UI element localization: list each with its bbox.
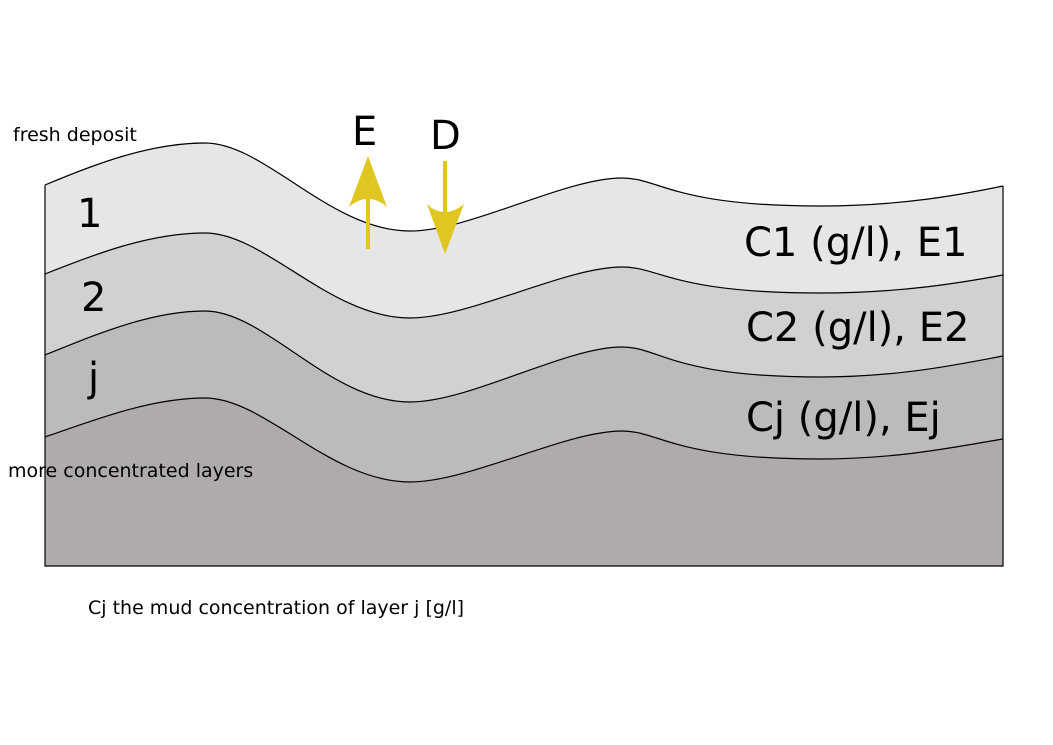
layer-2: [45, 233, 1003, 402]
layer-j: [45, 311, 1003, 482]
more-concentrated-label: more concentrated layers: [8, 460, 254, 482]
erosion-arrow-icon: [349, 156, 387, 249]
boundary-j-base-line: [44, 397, 1004, 483]
boundary-1-2-line: [44, 232, 1004, 319]
layer-1-fresh: [45, 143, 1003, 318]
layer-2-property-label: C2 (g/l), E2: [746, 305, 970, 351]
layer-1-property-label: C1 (g/l), E1: [744, 220, 968, 266]
layer-boundaries: [44, 142, 1004, 567]
layer-base-concentrated: [45, 398, 1003, 566]
caption-text: Cj the mud concentration of layer j [g/l…: [88, 597, 465, 619]
frame-outline: [44, 185, 1004, 567]
layer-j-property-label: Cj (g/l), Ej: [746, 395, 941, 441]
layer-j-index-label: j: [88, 355, 100, 401]
deposition-arrow-icon: [427, 161, 464, 254]
boundary-2-j-line: [44, 310, 1004, 403]
layer-2-index-label: 2: [81, 275, 107, 321]
top-surface-line: [44, 142, 1004, 232]
layer-1-index-label: 1: [77, 191, 103, 237]
erosion-label: E: [352, 109, 378, 155]
deposition-label: D: [430, 113, 461, 159]
fresh-deposit-label: fresh deposit: [13, 124, 137, 146]
